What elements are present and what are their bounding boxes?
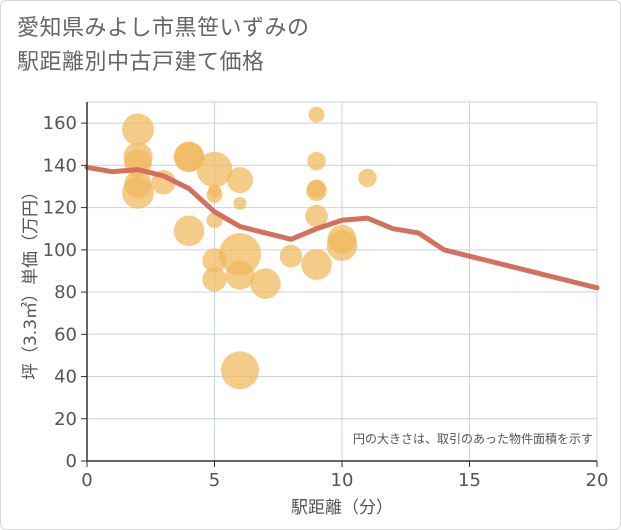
bubble-point — [225, 260, 255, 290]
y-tick-label: 80 — [54, 282, 77, 303]
bubble-point — [358, 168, 377, 188]
bubble-point — [307, 151, 326, 171]
bubble-point — [196, 151, 233, 188]
bubble-point — [122, 176, 154, 209]
bubble-point — [301, 249, 332, 280]
y-tick-label: 40 — [54, 367, 77, 388]
x-tick-label: 0 — [81, 470, 92, 491]
bubble-point — [250, 268, 281, 299]
bubble-point — [306, 180, 327, 201]
bubble-point — [174, 142, 204, 172]
bubble-point — [218, 232, 262, 276]
y-tick-label: 140 — [43, 155, 77, 176]
axes: 0 20 40 60 80 100 120 140 160 0 5 10 15 20 — [43, 102, 609, 491]
bubble-point — [206, 186, 223, 203]
y-tick-label: 60 — [54, 324, 77, 345]
bubble-point — [221, 351, 259, 390]
bubble-point — [202, 267, 227, 292]
chart-title-line-1: 愛知県みよし市黒笹いずみの — [17, 16, 310, 41]
bubble-point — [305, 204, 328, 228]
chart-title-line-2: 駅距離別中古戸建て価格 — [17, 50, 265, 75]
y-axis-label: 坪（3.3㎡）単価（万円） — [21, 183, 41, 380]
bubble-point — [122, 113, 154, 146]
y-tick-label: 120 — [43, 198, 77, 219]
bubble-point — [326, 230, 358, 261]
x-tick-label: 20 — [586, 470, 609, 491]
x-tick-label: 5 — [209, 470, 220, 491]
y-tick-label: 100 — [43, 240, 77, 261]
x-tick-label: 15 — [458, 470, 481, 491]
size-legend-note: 円の大きさは、取引のあった物件面積を示す — [353, 431, 593, 446]
x-tick-label: 10 — [331, 470, 354, 491]
bubble-point — [173, 215, 205, 247]
trend-line — [84, 164, 600, 291]
y-tick-label: 160 — [43, 113, 77, 134]
bubble-point — [308, 106, 325, 123]
chart-title: 愛知県みよし市黒笹いずみの 駅距離別中古戸建て価格 — [17, 12, 310, 80]
y-tick-label: 20 — [54, 409, 77, 430]
bubble-point — [233, 196, 247, 210]
bubble-point — [279, 244, 303, 268]
x-axis-label: 駅距離（分） — [291, 498, 393, 518]
bubble-point — [226, 167, 254, 194]
y-tick-label: 0 — [66, 451, 77, 472]
bubble-series — [122, 106, 377, 390]
